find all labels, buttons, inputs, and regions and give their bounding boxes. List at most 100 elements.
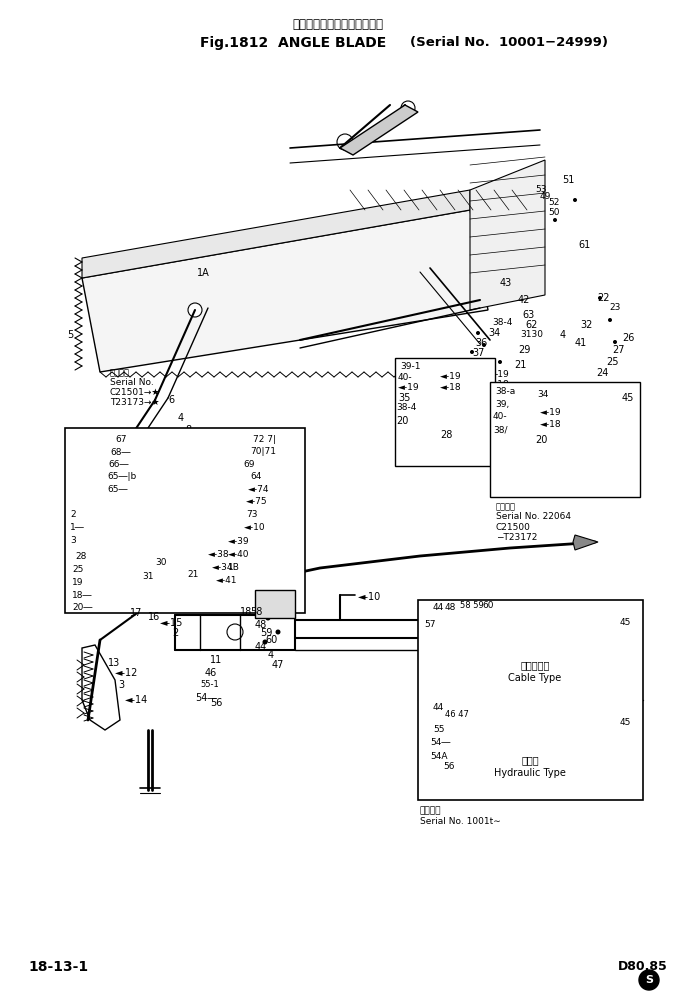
Circle shape — [553, 218, 557, 222]
Text: 49: 49 — [540, 192, 552, 201]
Text: 47: 47 — [272, 660, 285, 670]
Text: 20: 20 — [535, 435, 548, 445]
Text: 油圧式: 油圧式 — [521, 755, 539, 765]
Circle shape — [168, 486, 172, 491]
Circle shape — [457, 635, 463, 641]
Text: S: S — [645, 975, 653, 985]
Text: ◄-40: ◄-40 — [228, 550, 249, 559]
Text: 65―: 65― — [107, 485, 128, 494]
Bar — [65, 428, 305, 613]
Text: 26: 26 — [622, 333, 634, 343]
Text: 4: 4 — [268, 650, 274, 660]
Text: 54―: 54― — [430, 738, 450, 747]
Polygon shape — [573, 535, 598, 550]
Circle shape — [493, 715, 507, 729]
Circle shape — [188, 303, 202, 317]
Text: ◄-38: ◄-38 — [208, 550, 230, 559]
Text: 53: 53 — [535, 185, 546, 194]
Text: アングルブレード（適用号機: アングルブレード（適用号機 — [293, 18, 383, 31]
Text: 18: 18 — [240, 607, 252, 617]
Text: 28: 28 — [492, 400, 504, 410]
Text: 34: 34 — [488, 328, 500, 338]
Text: 55-1: 55-1 — [200, 680, 219, 689]
Circle shape — [184, 532, 200, 548]
Text: 45: 45 — [620, 618, 631, 627]
Text: (Serial No.  10001−24999): (Serial No. 10001−24999) — [410, 36, 608, 49]
Text: Fig.1812  ANGLE BLADE: Fig.1812 ANGLE BLADE — [200, 36, 386, 50]
Text: 8: 8 — [185, 425, 191, 435]
Text: 30: 30 — [155, 558, 166, 567]
Text: 69: 69 — [243, 460, 254, 469]
Circle shape — [573, 198, 577, 202]
Text: 39,: 39, — [495, 400, 509, 409]
Text: 62: 62 — [525, 320, 537, 330]
Text: 1―: 1― — [70, 523, 84, 532]
Text: 4: 4 — [560, 330, 566, 340]
Circle shape — [162, 525, 168, 530]
Text: 7: 7 — [195, 438, 201, 448]
Text: 27: 27 — [612, 345, 625, 355]
Circle shape — [482, 343, 486, 347]
Text: 31: 31 — [142, 572, 153, 581]
Text: 32: 32 — [580, 320, 592, 330]
Text: 1A: 1A — [197, 268, 210, 278]
Text: ケーブル式: ケーブル式 — [521, 660, 550, 670]
Text: 50: 50 — [548, 208, 560, 217]
Circle shape — [158, 512, 162, 517]
Text: 57: 57 — [424, 620, 435, 629]
Text: b: b — [468, 358, 473, 367]
Text: 34: 34 — [537, 390, 548, 399]
Text: ◄-75: ◄-75 — [246, 497, 268, 506]
Text: C21500: C21500 — [496, 523, 531, 532]
Text: −T23172: −T23172 — [496, 533, 537, 542]
Circle shape — [418, 376, 422, 380]
Text: 48: 48 — [445, 603, 456, 612]
Text: 38-4: 38-4 — [438, 400, 457, 409]
Circle shape — [476, 331, 480, 335]
Text: 29: 29 — [518, 345, 531, 355]
Text: 58 59: 58 59 — [460, 601, 484, 610]
Text: 44: 44 — [433, 603, 444, 612]
Text: 38-4: 38-4 — [396, 403, 416, 412]
Text: 5A: 5A — [205, 455, 218, 465]
Circle shape — [525, 615, 535, 625]
Bar — [490, 382, 640, 497]
Circle shape — [639, 970, 659, 990]
Text: 16: 16 — [148, 612, 160, 622]
Text: 9: 9 — [192, 432, 198, 442]
Text: 20―: 20― — [72, 603, 93, 612]
Circle shape — [276, 629, 281, 634]
Circle shape — [266, 615, 270, 620]
Text: 58: 58 — [250, 607, 262, 617]
Text: 2: 2 — [172, 628, 178, 638]
Text: 61: 61 — [578, 240, 590, 250]
Text: 54―: 54― — [195, 693, 217, 703]
Text: 3: 3 — [70, 536, 76, 545]
Circle shape — [463, 372, 467, 376]
Circle shape — [162, 498, 168, 502]
Text: 55: 55 — [433, 725, 445, 734]
Circle shape — [608, 318, 612, 322]
Text: 3: 3 — [118, 680, 124, 690]
Text: 2: 2 — [70, 510, 76, 519]
Circle shape — [512, 418, 518, 423]
Circle shape — [337, 134, 353, 150]
Bar — [418, 600, 643, 800]
Text: 38/: 38/ — [493, 425, 508, 434]
Circle shape — [418, 388, 422, 392]
Circle shape — [216, 505, 220, 510]
Text: -19: -19 — [495, 370, 510, 379]
Text: ◄-19: ◄-19 — [540, 408, 562, 417]
Text: 48: 48 — [255, 620, 267, 630]
Circle shape — [184, 482, 200, 498]
Text: 35: 35 — [398, 393, 410, 403]
Circle shape — [218, 491, 222, 496]
Text: 45: 45 — [425, 628, 437, 638]
Text: ◄-19: ◄-19 — [398, 383, 420, 392]
Text: ◄-39: ◄-39 — [228, 537, 249, 546]
Circle shape — [598, 296, 602, 300]
Text: 72 7|: 72 7| — [253, 435, 276, 444]
Text: 17: 17 — [130, 608, 143, 618]
Text: ◄-14: ◄-14 — [125, 695, 148, 705]
Text: Serial No. 22064: Serial No. 22064 — [496, 512, 571, 521]
